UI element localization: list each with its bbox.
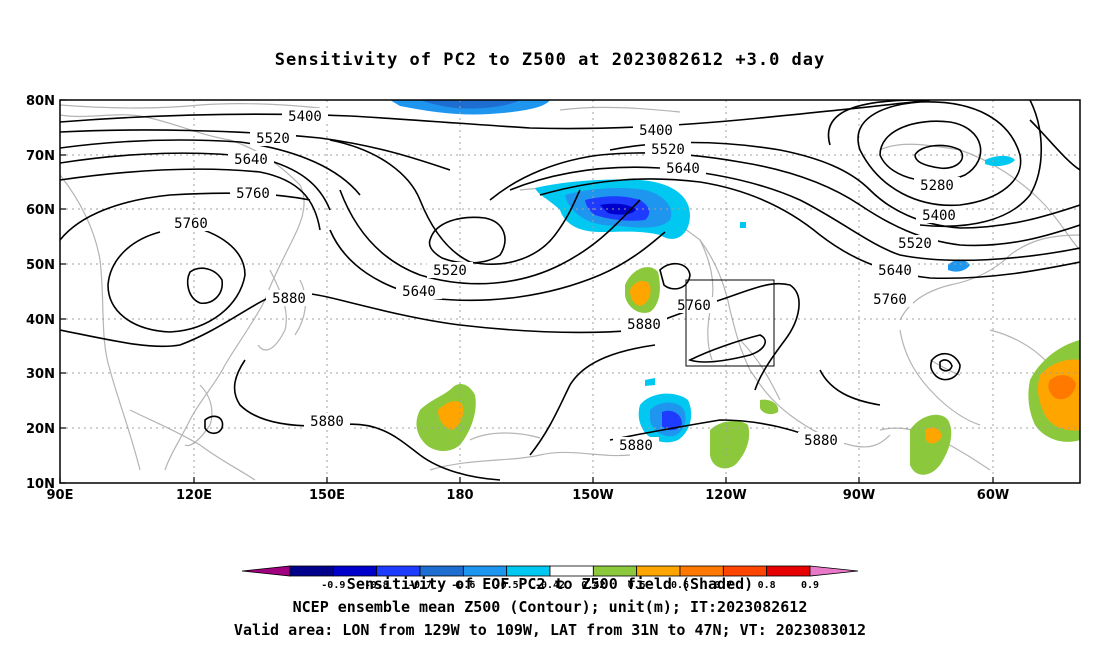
map-layer: 5400 5520 5640 5760 5760 5880 5520 5640 … — [60, 100, 1080, 483]
colorbar-tick-label: -0.42 — [535, 580, 565, 591]
lat-tick-label: 80N — [26, 94, 55, 109]
contour-label: 5880 — [627, 317, 661, 333]
gridlines — [60, 100, 1080, 483]
colorbar-tick-label: -0.5 — [495, 580, 519, 591]
contour-label: 5880 — [619, 438, 653, 454]
footer-line-2: NCEP ensemble mean Z500 (Contour); unit(… — [292, 598, 808, 616]
lon-tick-label: 90E — [47, 488, 74, 503]
colorbar: -0.9 -0.8 -0.7 -0.6 -0.5 -0.42 0.42 0.5 0.6 0.7 0.… — [241, 565, 859, 591]
lat-tick-label: 40N — [26, 313, 55, 328]
contour-label: 5880 — [310, 414, 344, 430]
contour-label: 5760 — [236, 186, 270, 202]
colorbar-tick-label: 0.5 — [628, 580, 646, 591]
contour-labels: 5400 5520 5640 5760 5760 5880 5520 5640 … — [168, 108, 962, 454]
plot-frame — [59, 99, 1081, 484]
contour-label: 5520 — [651, 142, 685, 158]
footer-line-3: Valid area: LON from 129W to 109W, LAT f… — [233, 621, 867, 639]
lat-tick-label: 30N — [26, 367, 55, 382]
colorbar-tick-label: -0.9 — [321, 580, 345, 591]
tick-marks — [59, 99, 994, 484]
contour-label: 5400 — [288, 109, 322, 125]
contour-label: 5880 — [272, 291, 306, 307]
contour-label: 5880 — [804, 433, 838, 449]
colorbar-tick-label: -0.8 — [365, 580, 389, 591]
colorbar-tick-label: 0.42 — [581, 580, 605, 591]
lon-tick-label: 90W — [843, 488, 875, 503]
lon-tick-label: 120W — [705, 488, 746, 503]
contour-label: 5760 — [174, 216, 208, 232]
lon-axis-labels: 90E 120E 150E 180 150W 120W 90W 60W — [47, 488, 1010, 503]
colorbar-tick-label: 0.8 — [758, 580, 776, 591]
contour-label: 5520 — [433, 263, 467, 279]
contour-label: 5640 — [234, 152, 268, 168]
lat-tick-label: 60N — [26, 203, 55, 218]
lon-tick-label: 150E — [309, 488, 345, 503]
lat-tick-label: 10N — [26, 477, 55, 492]
contour-label: 5280 — [920, 178, 954, 194]
lat-tick-label: 50N — [26, 258, 55, 273]
contour-label: 5400 — [639, 123, 673, 139]
footer-line-1: Sensitivity of EOF PC2 to Z500 field (Sh… — [346, 575, 754, 593]
colorbar-tick-label: -0.7 — [408, 580, 432, 591]
chart-title: Sensitivity of PC2 to Z500 at 2023082612… — [274, 50, 826, 70]
contour-label: 5640 — [402, 284, 436, 300]
colorbar-tick-label: -0.6 — [451, 580, 475, 591]
lat-tick-label: 70N — [26, 149, 55, 164]
contour-label: 5640 — [878, 263, 912, 279]
contour-label: 5520 — [256, 131, 290, 147]
lon-tick-label: 60W — [977, 488, 1009, 503]
lon-tick-label: 180 — [446, 488, 473, 503]
lon-tick-label: 120E — [176, 488, 212, 503]
contour-label: 5760 — [677, 298, 711, 314]
contour-label: 5640 — [666, 161, 700, 177]
colorbar-tick-label: 0.7 — [714, 580, 732, 591]
colorbar-tick-label: 0.9 — [801, 580, 819, 591]
contour-label: 5760 — [873, 292, 907, 308]
colorbar-tick-label: 0.6 — [671, 580, 689, 591]
colorbar-arrow-right — [809, 565, 859, 577]
valid-area-box — [685, 279, 775, 367]
z500-contours — [60, 100, 1080, 481]
contour-label: 5520 — [898, 236, 932, 252]
lat-axis-labels: 80N 70N 60N 50N 40N 30N 20N 10N — [26, 94, 55, 492]
shaded-sensitivity — [390, 100, 1080, 475]
contour-label: 5400 — [922, 208, 956, 224]
lon-tick-label: 150W — [572, 488, 613, 503]
lat-tick-label: 20N — [26, 422, 55, 437]
